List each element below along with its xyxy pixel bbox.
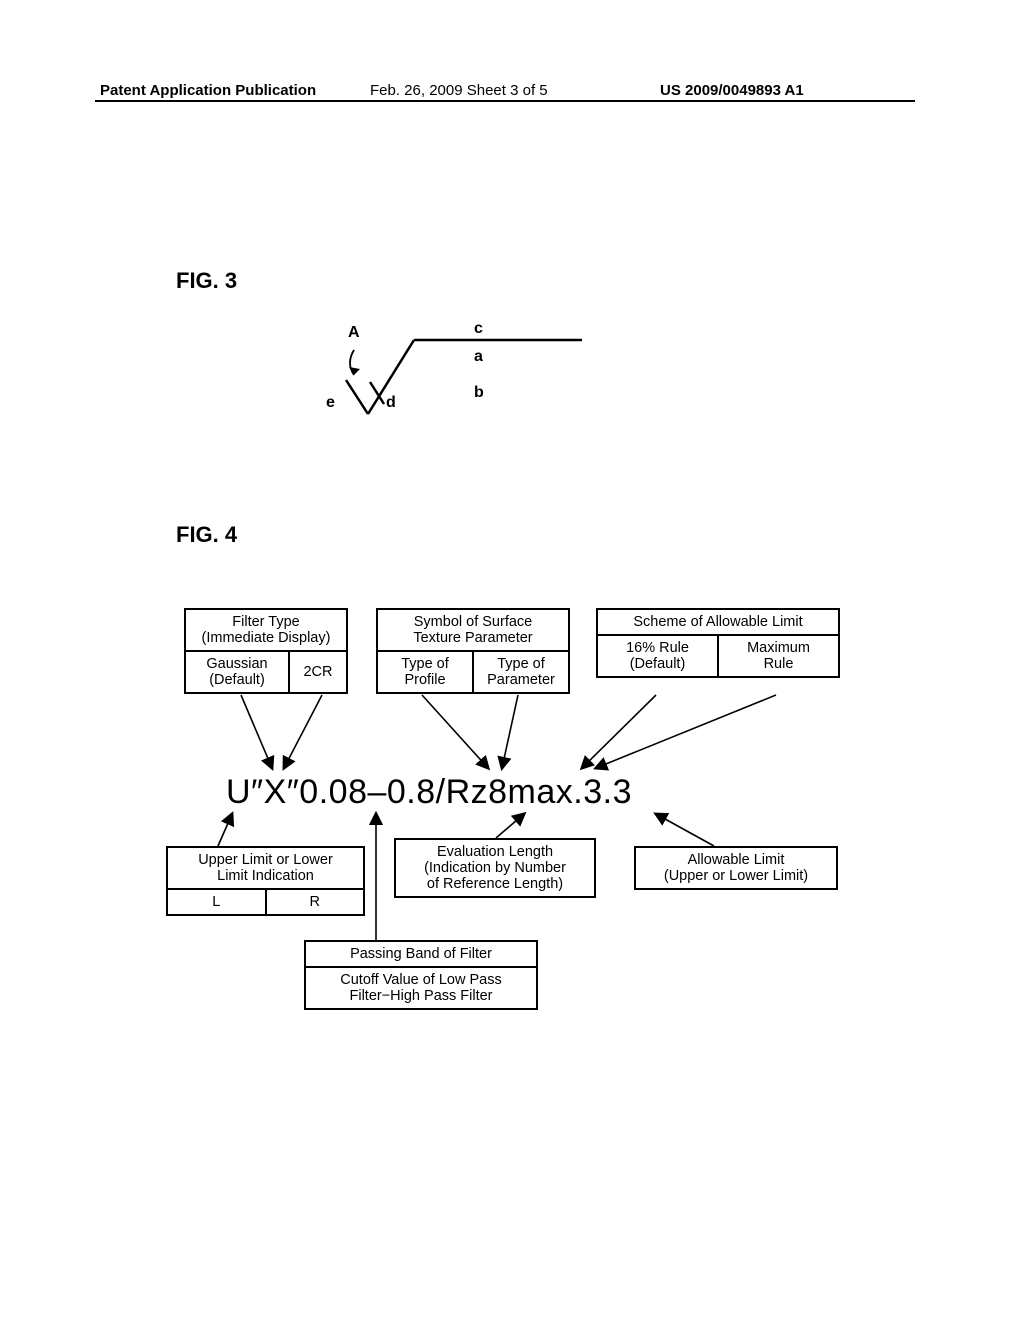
header-date-sheet: Feb. 26, 2009 Sheet 3 of 5: [370, 82, 548, 99]
figure-4-label: FIG. 4: [176, 522, 237, 548]
fig3-mark-d: d: [386, 394, 396, 412]
figure-3: A c a b d e: [320, 318, 680, 438]
fig3-mark-A: A: [348, 324, 360, 342]
fig3-mark-c: c: [474, 320, 483, 338]
header-patent-number: US 2009/0049893 A1: [660, 82, 804, 99]
fig3-mark-b: b: [474, 384, 484, 402]
header-rule: [95, 100, 915, 102]
fig3-mark-a: a: [474, 348, 483, 366]
figure-4-arrows: [176, 598, 876, 1038]
fig3-mark-e: e: [326, 394, 335, 412]
figure-3-svg: [320, 318, 680, 438]
figure-4: Filter Type (Immediate Display) Gaussian…: [176, 598, 876, 1038]
figure-3-label: FIG. 3: [176, 268, 237, 294]
header-publication: Patent Application Publication: [100, 82, 316, 99]
